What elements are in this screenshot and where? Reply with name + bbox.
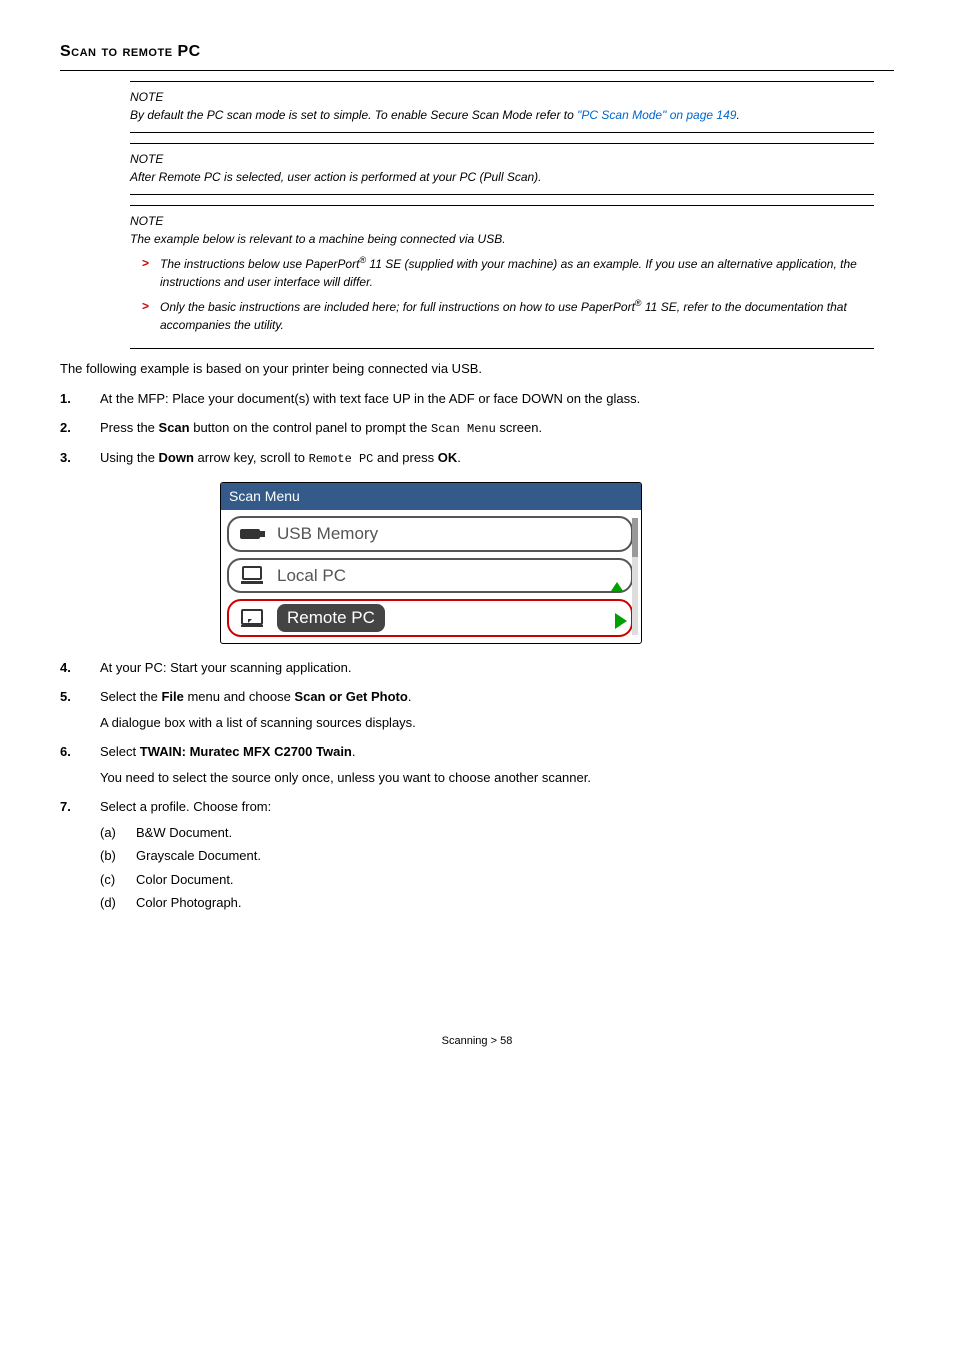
t-bold: File [161,689,183,704]
scrollbar-thumb [632,518,638,557]
t: Using the [100,450,159,465]
step-6: 6. Select TWAIN: Muratec MFX C2700 Twain… [60,742,894,787]
step-2: 2. Press the Scan button on the control … [60,418,894,438]
note-block-1: NOTE By default the PC scan mode is set … [130,81,874,133]
step-number: 2. [60,418,71,438]
usb-memory-icon [239,524,267,544]
step-3: 3. Using the Down arrow key, scroll to R… [60,448,894,644]
substep-letter: (b) [100,846,116,866]
t-bold: Scan [159,420,190,435]
note-body: The example below is relevant to a machi… [130,230,874,248]
menu-row-usb[interactable]: USB Memory [227,516,633,552]
reg-symbol: ® [635,298,642,308]
note-block-3: NOTE The example below is relevant to a … [130,205,874,349]
step-text: Select TWAIN: Muratec MFX C2700 Twain. [100,744,356,759]
note-title: NOTE [130,212,874,230]
step-text: At your PC: Start your scanning applicat… [100,660,351,675]
substeps-list: (a)B&W Document. (b)Grayscale Document. … [100,823,894,913]
t: and press [373,450,437,465]
step-text: Press the Scan button on the control pan… [100,420,542,435]
substep-text: Color Photograph. [136,895,242,910]
note-title: NOTE [130,150,874,168]
scrollbar-track [632,557,638,635]
note-body: After Remote PC is selected, user action… [130,168,874,186]
step-7: 7. Select a profile. Choose from: (a) B&W… [60,797,894,913]
note-bullet: The instructions below use PaperPort® 11… [142,254,874,291]
menu-title: Scan Menu [221,483,641,510]
note-text-suffix: . [736,108,739,122]
step-text: Select a profile. Choose from: [100,799,271,814]
menu-body: USB Memory Local PC [221,510,641,643]
t: screen. [496,420,542,435]
t-bold: Scan or Get Photo [294,689,407,704]
step-text: Using the Down arrow key, scroll to Remo… [100,450,461,465]
arrow-up-icon [611,582,623,591]
note-bullet: Only the basic instructions are included… [142,297,874,334]
bullet-text-a: Only the basic instructions are included… [160,300,635,314]
scan-menu-figure: Scan Menu USB Memory [220,482,894,644]
step-text: Select the File menu and choose Scan or … [100,689,411,704]
note-body: By default the PC scan mode is set to si… [130,106,874,124]
step-number: 6. [60,742,71,762]
step-number: 7. [60,797,71,817]
step-5: 5. Select the File menu and choose Scan … [60,687,894,732]
menu-frame: Scan Menu USB Memory [220,482,642,644]
substep-a: (a) B&W Document. [100,823,894,843]
t: Select the [100,689,161,704]
t-bold: Down [159,450,194,465]
local-pc-icon [239,565,267,585]
steps-list: 1. At the MFP: Place your document(s) wi… [60,389,894,913]
t: button on the control panel to prompt th… [190,420,431,435]
t: arrow key, scroll to [194,450,309,465]
intro-paragraph: The following example is based on your p… [60,359,894,379]
substep-letter: (a) [100,823,116,843]
arrow-play-icon [615,613,627,629]
menu-row-remote-pc[interactable]: Remote PC [227,599,633,637]
step-4: 4. At your PC: Start your scanning appli… [60,658,894,678]
note-block-2: NOTE After Remote PC is selected, user a… [130,143,874,195]
step-number: 4. [60,658,71,678]
t: menu and choose [184,689,295,704]
menu-label-selected: Remote PC [277,604,385,632]
substep-letter: (d) [100,893,116,913]
step-number: 1. [60,389,71,409]
heading-text: Scan to remote PC [60,43,201,60]
step-number: 3. [60,448,71,468]
t-mono: Remote PC [309,452,374,466]
t: . [352,744,356,759]
menu-label: USB Memory [277,521,378,547]
t-mono: Scan Menu [431,422,496,436]
substep-c: (c) Color Document. [100,870,894,890]
substep-b: (b) Grayscale Document. [100,846,894,866]
t: . [457,450,461,465]
section-heading: Scan to remote PC [60,40,894,64]
menu-row-local-pc[interactable]: Local PC [227,558,633,594]
step-number: 5. [60,687,71,707]
t: Select [100,744,140,759]
remote-pc-icon [239,608,267,628]
scrollbar[interactable] [632,518,638,635]
note-bullet-list: The instructions below use PaperPort® 11… [142,254,874,334]
substep-letter: (c) [100,870,115,890]
substep-d: (d) Color Photograph. [100,893,894,913]
note-text: By default the PC scan mode is set to si… [130,108,577,122]
note-link[interactable]: "PC Scan Mode" on page 149 [577,108,736,122]
step-text: At the MFP: Place your document(s) with … [100,391,640,406]
bullet-text-a: The instructions below use PaperPort [160,257,359,271]
t: . [408,689,412,704]
substep-text: Grayscale Document. [136,848,261,863]
heading-rule [60,70,894,71]
step-1: 1. At the MFP: Place your document(s) wi… [60,389,894,409]
step-subtext: A dialogue box with a list of scanning s… [100,713,894,733]
t-bold: OK [438,450,458,465]
menu-label: Local PC [277,563,346,589]
note-title: NOTE [130,88,874,106]
t: Press the [100,420,159,435]
step-subtext: You need to select the source only once,… [100,768,894,788]
substep-text: B&W Document. [136,825,232,840]
page-footer: Scanning > 58 [60,1033,894,1050]
t-bold: TWAIN: Muratec MFX C2700 Twain [140,744,352,759]
substep-text: Color Document. [136,872,234,887]
